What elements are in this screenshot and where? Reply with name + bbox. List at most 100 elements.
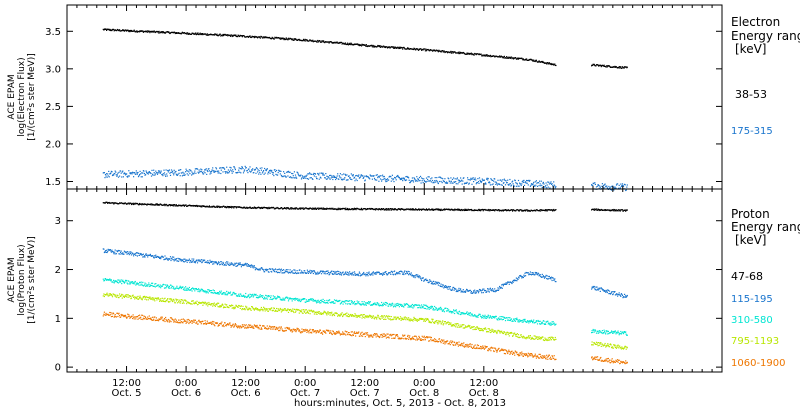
data-point bbox=[591, 288, 593, 290]
data-point bbox=[407, 303, 409, 306]
data-point bbox=[451, 288, 454, 290]
data-point bbox=[477, 316, 479, 318]
data-point bbox=[254, 169, 256, 171]
data-point bbox=[143, 256, 145, 258]
data-point bbox=[460, 180, 462, 182]
data-point bbox=[296, 272, 298, 275]
data-point bbox=[246, 170, 248, 172]
data-point bbox=[549, 277, 552, 279]
data-point bbox=[398, 208, 400, 210]
data-point bbox=[108, 293, 110, 295]
data-point bbox=[128, 296, 130, 298]
data-point bbox=[177, 32, 179, 34]
data-point bbox=[334, 270, 336, 273]
data-point bbox=[297, 173, 299, 175]
data-point bbox=[193, 261, 195, 263]
data-point bbox=[515, 182, 517, 184]
data-point bbox=[217, 35, 219, 37]
data-point bbox=[606, 290, 608, 292]
data-point bbox=[187, 301, 189, 304]
data-point bbox=[458, 181, 460, 183]
data-point bbox=[166, 175, 168, 177]
data-point bbox=[239, 305, 241, 307]
data-point bbox=[303, 309, 305, 311]
data-point bbox=[225, 262, 227, 264]
data-point bbox=[128, 283, 130, 285]
data-point bbox=[480, 180, 482, 183]
data-point bbox=[426, 180, 428, 182]
data-point bbox=[146, 31, 148, 33]
data-point bbox=[254, 168, 256, 170]
data-point bbox=[405, 179, 408, 181]
data-point bbox=[136, 298, 138, 300]
data-point bbox=[439, 176, 441, 178]
data-point bbox=[253, 37, 255, 39]
data-point bbox=[411, 180, 413, 182]
data-point bbox=[527, 59, 529, 61]
data-point bbox=[350, 173, 352, 175]
data-point bbox=[614, 330, 616, 332]
data-point bbox=[351, 273, 353, 275]
data-point bbox=[325, 273, 327, 275]
data-point bbox=[147, 296, 149, 298]
data-point bbox=[331, 311, 333, 313]
data-point bbox=[343, 178, 345, 180]
data-point bbox=[536, 182, 538, 184]
data-point bbox=[212, 263, 214, 265]
data-point bbox=[141, 172, 143, 174]
data-point bbox=[218, 302, 220, 304]
data-point bbox=[546, 209, 548, 211]
data-point bbox=[235, 207, 238, 209]
data-point bbox=[153, 298, 155, 301]
data-point bbox=[143, 170, 145, 172]
data-point bbox=[283, 175, 285, 177]
data-point bbox=[592, 182, 594, 184]
data-point bbox=[255, 296, 258, 299]
data-point bbox=[255, 307, 257, 309]
data-point bbox=[593, 209, 595, 211]
data-point bbox=[344, 313, 346, 316]
data-point bbox=[308, 309, 310, 311]
data-point bbox=[440, 50, 442, 52]
data-point bbox=[483, 317, 485, 319]
data-point bbox=[553, 279, 555, 281]
data-point bbox=[373, 175, 375, 177]
data-point bbox=[205, 292, 207, 294]
data-point bbox=[153, 169, 155, 171]
data-point bbox=[368, 301, 370, 303]
data-point bbox=[197, 32, 199, 34]
data-point bbox=[386, 274, 389, 276]
data-point bbox=[515, 210, 517, 212]
data-point bbox=[136, 282, 138, 284]
data-point bbox=[427, 279, 429, 281]
data-point bbox=[187, 33, 189, 35]
data-point bbox=[349, 42, 351, 44]
data-point bbox=[323, 174, 325, 176]
data-point bbox=[224, 264, 226, 266]
data-point bbox=[363, 175, 365, 177]
data-point bbox=[172, 256, 174, 258]
data-point bbox=[170, 298, 173, 300]
data-point bbox=[122, 176, 124, 178]
data-point bbox=[218, 170, 220, 172]
data-point bbox=[391, 208, 393, 210]
data-point bbox=[453, 309, 455, 311]
data-point bbox=[181, 286, 183, 288]
data-point bbox=[346, 174, 348, 176]
data-point bbox=[305, 177, 307, 179]
data-point bbox=[463, 183, 465, 185]
data-point bbox=[540, 61, 542, 63]
data-point bbox=[331, 270, 333, 272]
data-point bbox=[511, 181, 513, 183]
data-point bbox=[234, 167, 236, 169]
data-point bbox=[142, 30, 144, 32]
data-point bbox=[302, 298, 304, 301]
data-point bbox=[390, 209, 392, 211]
data-point bbox=[103, 251, 105, 254]
data-point bbox=[440, 283, 442, 285]
data-point bbox=[275, 298, 277, 300]
data-point bbox=[434, 180, 436, 182]
data-point bbox=[315, 301, 317, 303]
data-point bbox=[385, 208, 387, 210]
data-point bbox=[490, 179, 493, 181]
